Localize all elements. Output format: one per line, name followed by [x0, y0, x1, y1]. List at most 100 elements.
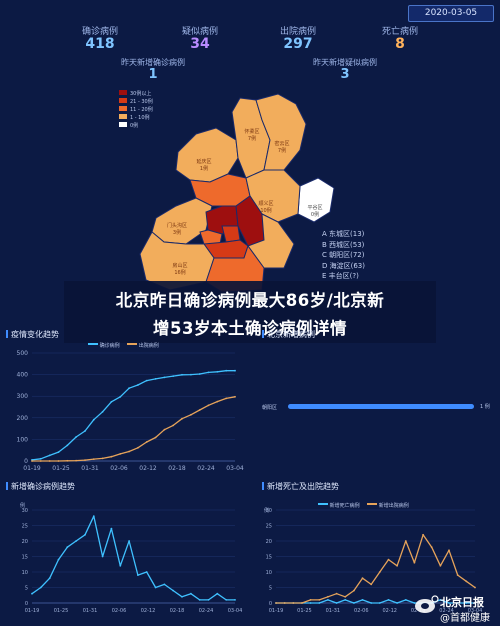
legend-label-new-discharged: 新增出院病例 — [378, 503, 409, 509]
data-point — [448, 602, 450, 604]
data-point — [327, 599, 329, 601]
district-shijingshan[interactable] — [199, 229, 223, 245]
x-tick-label: 02-24 — [439, 608, 454, 614]
data-point — [283, 602, 286, 604]
x-tick-label: 02-18 — [170, 608, 185, 614]
y-tick-label: 300 — [17, 393, 29, 400]
data-point — [31, 592, 33, 595]
legend-swatch — [119, 90, 127, 95]
data-point — [216, 400, 219, 403]
data-point — [327, 595, 329, 598]
data-point — [225, 599, 228, 601]
y-tick-label: 20 — [266, 539, 272, 545]
y-tick-label: 0 — [25, 601, 28, 607]
district-xicheng[interactable] — [221, 225, 241, 243]
x-tick-label: 01-19 — [23, 465, 41, 472]
headline-line-2: 增53岁本土确诊病例详情 — [153, 319, 347, 338]
district-tongzhou[interactable] — [247, 213, 295, 269]
data-point — [234, 599, 236, 601]
y-tick-label: 500 — [17, 350, 29, 357]
map-label-fangshan: 房山区 16例 — [172, 263, 188, 276]
x-tick-label: 01-31 — [326, 608, 341, 614]
right-panel-title: 北京新增病例 — [262, 329, 315, 340]
district-list-item[interactable]: E 丰台区(?) — [322, 272, 359, 280]
data-point — [163, 428, 166, 431]
map-legend-item: 21 - 30例 — [119, 98, 153, 106]
district-list-item[interactable]: A 东城区(13) — [322, 230, 365, 238]
new-confirmed-value: 1 — [148, 67, 158, 82]
x-tick-label: 02-12 — [141, 608, 156, 614]
watermark-handle: @首都健康 — [440, 613, 490, 624]
x-tick-label: 02-24 — [199, 608, 214, 614]
data-point — [110, 527, 113, 530]
data-point — [137, 574, 139, 576]
district-list-item[interactable]: C 朝阳区(72) — [322, 251, 365, 259]
data-point — [474, 602, 476, 604]
data-point — [92, 418, 95, 421]
stat-value-deaths: 8 — [395, 36, 405, 52]
weibo-logo-icon — [413, 594, 441, 614]
data-point — [163, 583, 166, 586]
data-point — [344, 599, 347, 601]
data-point — [207, 404, 210, 407]
data-point — [234, 369, 236, 372]
headline-banner: 北京昨日确诊病例最大86岁/北京新 增53岁本土确诊病例详情 — [64, 281, 436, 343]
data-point — [110, 400, 113, 403]
x-tick-label: 02-12 — [139, 465, 157, 472]
bar-value: 1 例 — [480, 404, 490, 410]
x-tick-label: 02-12 — [382, 608, 397, 614]
district-list-item[interactable]: D 海淀区(63) — [322, 261, 365, 270]
series-line-1 — [32, 396, 236, 462]
district-yanqing[interactable] — [175, 127, 239, 183]
legend-label-confirmed: 确诊病例 — [99, 343, 120, 349]
data-point — [301, 602, 303, 604]
data-point — [31, 460, 33, 462]
data-point — [207, 599, 210, 601]
stat-label-suspected: 疑似病例 — [181, 27, 218, 37]
data-point — [456, 602, 459, 604]
map-label-miyun: 密云区 7例 — [274, 141, 290, 154]
data-point — [145, 571, 148, 573]
data-point — [39, 460, 42, 462]
data-point — [57, 451, 60, 453]
data-point — [66, 444, 69, 447]
data-point — [353, 589, 355, 592]
data-point — [309, 602, 312, 604]
data-point — [344, 595, 347, 598]
data-point — [456, 574, 459, 576]
data-point — [181, 417, 183, 420]
watermark-source: 北京日报 — [440, 596, 484, 609]
data-point — [119, 395, 122, 398]
data-point — [474, 586, 476, 589]
district-list-item[interactable]: B 西城区(53) — [322, 240, 365, 249]
data-point — [335, 592, 338, 595]
y-tick-label: 200 — [17, 415, 29, 422]
bar-track — [288, 404, 474, 409]
data-point — [128, 387, 131, 390]
x-tick-label: 01-31 — [81, 465, 99, 472]
beijing-map — [139, 93, 335, 293]
map-label-pinggu: 平谷区 0例 — [307, 205, 323, 218]
y-tick-label: 5 — [25, 586, 28, 592]
x-tick-label: 02-06 — [112, 608, 127, 614]
data-point — [275, 602, 277, 604]
data-point — [234, 395, 236, 398]
x-tick-label: 02-06 — [354, 608, 369, 614]
legend-swatch — [119, 98, 127, 103]
y-tick-label: 100 — [17, 436, 29, 443]
y-tick-label: 25 — [266, 524, 272, 530]
legend-swatch — [119, 106, 127, 111]
data-point — [154, 436, 157, 439]
data-point — [92, 458, 95, 460]
district-miyun[interactable] — [255, 93, 307, 171]
data-point — [207, 371, 210, 374]
trend-panel-title: 疫情变化趋势 — [6, 329, 59, 340]
data-point — [404, 540, 407, 542]
data-point — [216, 370, 219, 373]
legend-line-discharged — [127, 343, 138, 345]
legend-line-confirmed — [88, 343, 98, 345]
data-point — [413, 602, 416, 604]
x-tick-label: 01-25 — [52, 465, 70, 472]
data-point — [190, 373, 192, 376]
data-point — [465, 602, 468, 604]
